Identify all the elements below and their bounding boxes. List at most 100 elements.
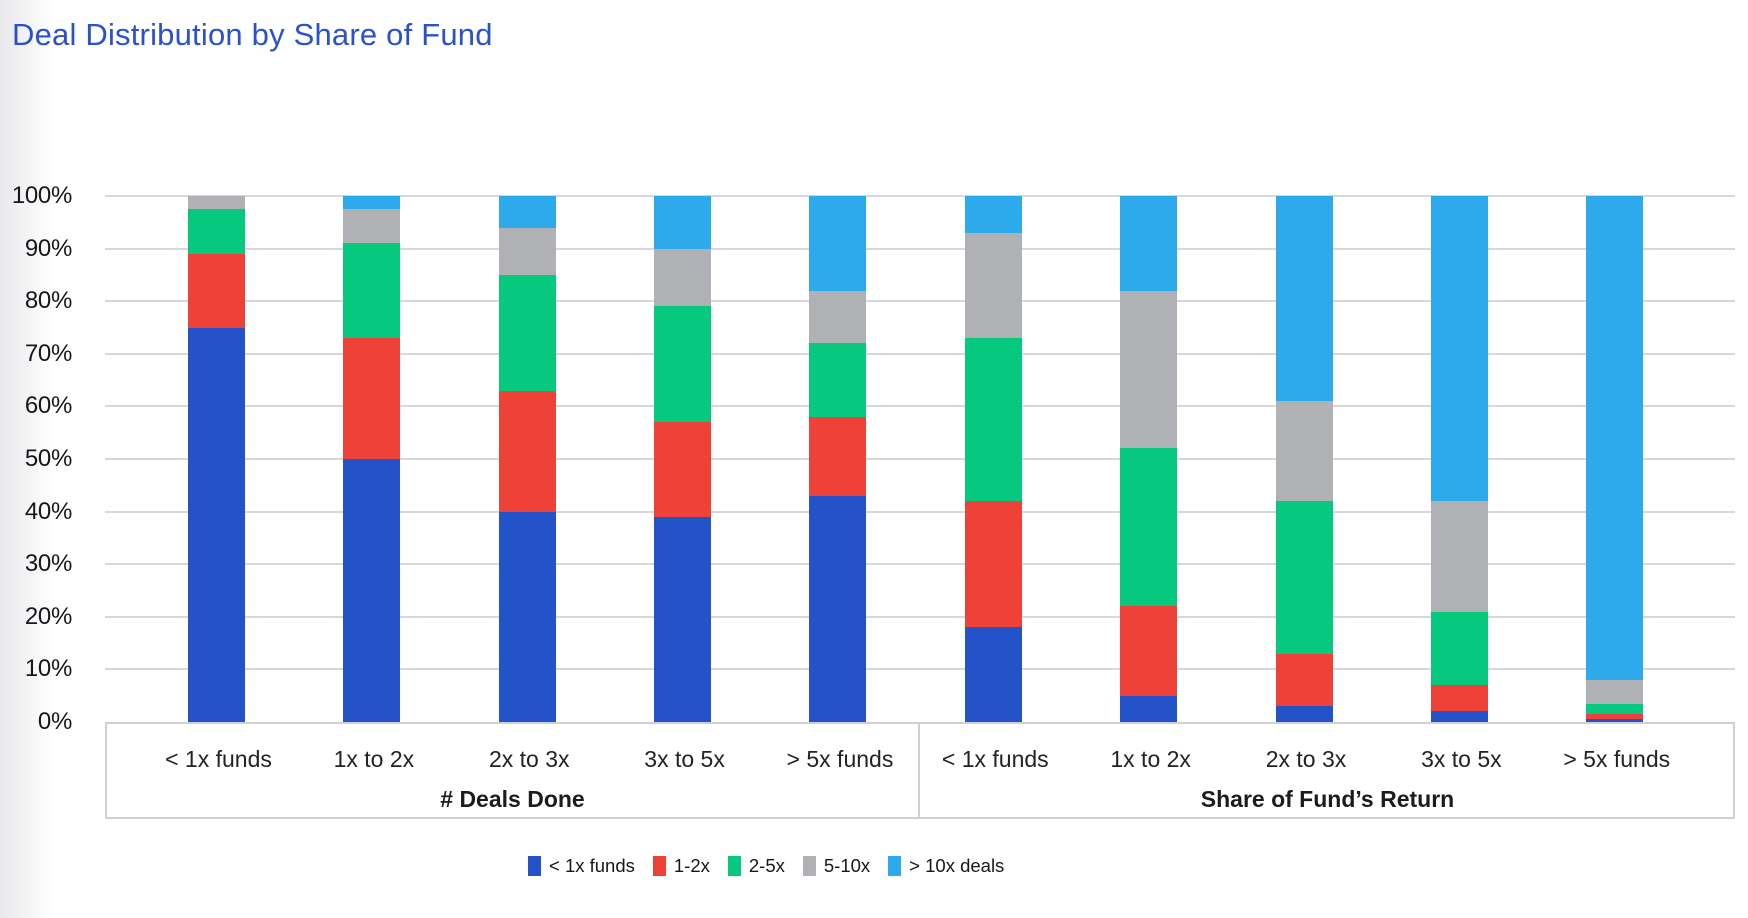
bar-segment xyxy=(1275,401,1333,502)
bar-segment xyxy=(964,338,1022,502)
bar-return-3 xyxy=(1430,196,1488,722)
legend-item: 2-5x xyxy=(727,855,785,877)
bar-segment xyxy=(1430,611,1488,686)
legend-item: < 1x funds xyxy=(528,855,635,877)
gridline-40% xyxy=(105,510,1735,513)
x-tick-label: < 1x funds xyxy=(165,746,272,772)
bar-segment xyxy=(809,495,867,722)
bar-segment xyxy=(498,390,556,512)
y-tick-label: 20% xyxy=(24,602,72,630)
y-tick-label: 90% xyxy=(24,234,72,262)
bar-segment xyxy=(964,232,1022,339)
bar-return-1 xyxy=(1120,196,1178,722)
y-tick-label: 40% xyxy=(24,497,72,525)
x-tick-label: 1x to 2x xyxy=(1110,746,1191,772)
y-tick-label: 30% xyxy=(24,550,72,578)
legend: < 1x funds 1-2x 2-5x 5-10x > 10x deals xyxy=(528,855,1004,877)
bar-segment xyxy=(1120,695,1178,722)
legend-label: 2-5x xyxy=(748,855,785,876)
bar-segment xyxy=(188,253,245,328)
bar-segment xyxy=(1430,685,1488,712)
legend-label: < 1x funds xyxy=(549,855,635,876)
bar-segment xyxy=(1120,606,1178,696)
legend-swatch xyxy=(727,856,741,876)
bar-segment xyxy=(1586,719,1644,722)
gridline-10% xyxy=(105,668,1735,671)
bar-segment xyxy=(1586,196,1644,680)
bar-deals-1 xyxy=(343,196,401,722)
group-label-deals-done: # Deals Done xyxy=(440,786,585,812)
bar-segment xyxy=(654,306,712,423)
gridline-30% xyxy=(105,563,1735,566)
bar-return-2 xyxy=(1275,196,1333,722)
legend-swatch xyxy=(528,856,541,876)
y-axis: 0% 10% 20% 30% 40% 50% 60% 70% 80% 90% 100% xyxy=(0,184,72,734)
bar-segment xyxy=(809,196,867,291)
x-tick-label: 2x to 3x xyxy=(1265,746,1347,772)
y-tick-label: 60% xyxy=(24,392,72,420)
x-tick-label: 3x to 5x xyxy=(644,746,725,772)
bar-segment xyxy=(964,627,1022,722)
bar-segment xyxy=(809,416,867,496)
x-tick-label: > 5x funds xyxy=(1563,746,1671,772)
bar-segment xyxy=(343,338,401,459)
legend-swatch xyxy=(802,856,816,876)
bar-segment xyxy=(654,196,712,249)
bar-segment xyxy=(498,511,556,722)
bar-segment xyxy=(654,422,712,517)
x-tick-label: 2x to 3x xyxy=(488,746,570,772)
bar-segment xyxy=(1586,703,1644,715)
legend-item: > 10x deals xyxy=(888,855,1004,877)
bar-segment xyxy=(1430,196,1488,502)
bar-deals-2 xyxy=(498,196,556,722)
gridline-70% xyxy=(105,352,1735,355)
y-tick-label: 80% xyxy=(24,287,72,315)
legend-swatch xyxy=(888,856,902,876)
x-tick-label: 3x to 5x xyxy=(1421,746,1502,772)
group-divider xyxy=(918,724,920,817)
bar-segment xyxy=(809,290,867,344)
x-tick-label: > 5x funds xyxy=(786,746,894,772)
left-edge-gradient xyxy=(0,0,55,918)
bar-segment xyxy=(1275,196,1333,402)
bar-segment xyxy=(809,343,867,417)
legend-label: 5-10x xyxy=(823,855,871,876)
bar-segment xyxy=(964,501,1022,628)
bar-segment xyxy=(343,196,401,210)
bar-segment xyxy=(188,327,245,722)
bar-segment xyxy=(1430,711,1488,722)
y-tick-label: 50% xyxy=(24,445,72,472)
bar-segment xyxy=(654,516,712,722)
bar-segment xyxy=(1120,196,1178,291)
bar-deals-3 xyxy=(654,196,712,722)
bar-return-0 xyxy=(964,196,1022,722)
bar-segment xyxy=(1120,448,1178,607)
legend-item: 5-10x xyxy=(802,855,871,877)
gridline-50% xyxy=(105,458,1735,460)
y-tick-label: 70% xyxy=(24,339,72,367)
bar-segment xyxy=(964,196,1022,233)
x-axis-label-box: # Deals Done Share of Fund’s Return < 1x… xyxy=(105,722,1735,819)
x-tick-label: < 1x funds xyxy=(941,746,1049,772)
bar-segment xyxy=(498,274,556,391)
bar-segment xyxy=(1586,714,1644,720)
bar-segment xyxy=(654,248,712,307)
bar-segment xyxy=(498,227,556,275)
bar-segment xyxy=(1275,706,1333,722)
x-tick-label: 1x to 2x xyxy=(333,746,415,772)
gridline-90% xyxy=(105,247,1735,250)
bar-segment xyxy=(1430,501,1488,612)
gridline-100% xyxy=(105,195,1735,197)
y-tick-label: 0% xyxy=(37,708,72,735)
chart-title: Deal Distribution by Share of Fund xyxy=(12,17,493,52)
bar-segment xyxy=(343,209,401,244)
gridline-20% xyxy=(105,615,1735,618)
plot-area xyxy=(105,195,1735,722)
bar-segment xyxy=(1120,290,1178,449)
bar-segment xyxy=(188,209,245,254)
bar-segment xyxy=(343,459,401,722)
gridline-60% xyxy=(105,405,1735,408)
legend-swatch xyxy=(652,856,666,876)
legend-label: 1-2x xyxy=(673,855,710,876)
